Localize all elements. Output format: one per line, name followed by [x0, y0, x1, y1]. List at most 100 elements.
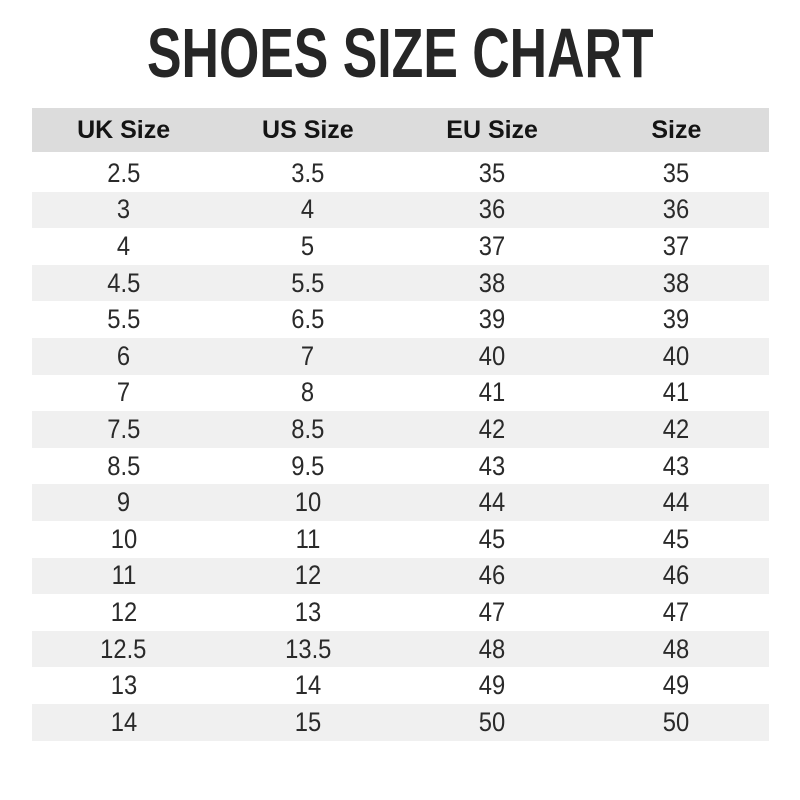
size-cell: 8: [216, 375, 400, 412]
size-cell: 43: [400, 448, 584, 485]
size-cell: 40: [584, 337, 769, 375]
size-cell: 5.5: [32, 301, 216, 338]
table-header-row: UK Size US Size EU Size Size: [31, 108, 769, 155]
size-value: 11: [111, 560, 136, 591]
size-cell: 44: [400, 484, 585, 521]
size-cell: 37: [400, 228, 584, 265]
size-value: 36: [663, 194, 690, 225]
size-cell: 5: [216, 228, 400, 265]
size-value: 38: [663, 267, 690, 298]
size-value: 48: [663, 633, 690, 664]
size-cell: 13.5: [215, 630, 400, 668]
size-value: 44: [663, 487, 690, 518]
size-cell: 45: [400, 521, 584, 558]
size-value: 10: [110, 523, 137, 554]
table-row: 9 10 44 44: [31, 484, 769, 521]
table-row: 13 14 49 49: [32, 667, 769, 704]
page-title: SHOES SIZE CHART: [146, 14, 654, 92]
table-row: 12.5 13.5 48 48: [31, 630, 769, 668]
size-value: 37: [663, 230, 690, 261]
size-cell: 8.5: [215, 411, 400, 448]
size-cell: 39: [584, 301, 768, 338]
size-value: 14: [294, 670, 322, 701]
size-cell: 48: [584, 630, 769, 668]
size-cell: 2.5: [32, 154, 216, 192]
table-row: 7 8 41 41: [32, 375, 769, 412]
size-value: 9: [117, 487, 131, 518]
table-row: 4 5 37 37: [32, 228, 769, 265]
size-value: 45: [478, 523, 506, 554]
size-value: 8: [301, 377, 315, 408]
size-cell: 36: [400, 191, 585, 229]
size-cell: 50: [584, 703, 769, 741]
size-value: 6: [117, 340, 131, 371]
table-row: 2.5 3.5 35 35: [32, 154, 769, 192]
size-value: 11: [295, 523, 321, 554]
size-cell: 47: [400, 594, 584, 631]
column-header-eu-size: EU Size: [400, 108, 585, 155]
size-value: 5: [301, 230, 315, 261]
size-cell: 4.5: [31, 264, 216, 302]
size-cell: 6: [31, 337, 216, 375]
size-cell: 10: [32, 521, 216, 558]
size-value: 46: [478, 560, 506, 591]
table-row: 7.5 8.5 42 42: [31, 411, 769, 448]
size-value: 36: [478, 194, 506, 225]
column-header-size: Size: [584, 108, 769, 155]
size-value: 50: [663, 706, 690, 737]
size-value: 41: [478, 377, 506, 408]
size-value: 7: [117, 377, 131, 408]
size-value: 5.5: [107, 304, 141, 335]
table-row: 4.5 5.5 38 38: [31, 264, 769, 302]
size-value: 13.5: [284, 633, 332, 664]
size-value: 12: [110, 596, 137, 627]
size-cell: 39: [400, 301, 584, 338]
size-cell: 44: [584, 484, 769, 521]
size-chart-table: UK Size US Size EU Size Size 2.5 3.5 35 35 3 4 36…: [31, 108, 769, 741]
size-value: 4: [301, 194, 315, 225]
table-row: 3 4 36 36: [31, 191, 769, 229]
size-cell: 43: [584, 448, 768, 485]
size-value: 2.5: [107, 157, 141, 188]
size-cell: 12: [215, 557, 400, 595]
size-cell: 7.5: [31, 411, 216, 448]
size-cell: 12: [32, 594, 216, 631]
size-value: 49: [478, 670, 506, 701]
size-cell: 46: [400, 557, 585, 595]
size-value: 41: [663, 377, 690, 408]
size-cell: 50: [400, 703, 585, 741]
size-cell: 49: [400, 667, 584, 704]
size-value: 9.5: [291, 450, 325, 481]
size-value: 3.5: [291, 157, 325, 188]
size-value: 4: [117, 230, 131, 261]
size-cell: 47: [584, 594, 768, 631]
size-cell: 41: [584, 375, 768, 412]
table-row: 11 12 46 46: [31, 557, 769, 595]
size-value: 39: [478, 304, 506, 335]
size-value: 12: [294, 560, 322, 591]
table-row: 5.5 6.5 39 39: [32, 301, 769, 338]
size-value: 7.5: [107, 413, 141, 444]
size-cell: 48: [400, 630, 585, 668]
table-row: 12 13 47 47: [32, 594, 769, 631]
size-value: 13: [294, 596, 322, 627]
size-value: 49: [663, 670, 690, 701]
size-cell: 9: [31, 484, 216, 521]
size-cell: 14: [216, 667, 400, 704]
size-value: 42: [478, 413, 506, 444]
size-value: 45: [663, 523, 690, 554]
size-cell: 4: [32, 228, 216, 265]
size-value: 6.5: [291, 304, 325, 335]
size-cell: 38: [400, 264, 585, 302]
table-row: 8.5 9.5 43 43: [32, 448, 769, 485]
size-value: 12.5: [100, 633, 147, 664]
size-value: 3: [117, 194, 131, 225]
size-cell: 41: [400, 375, 584, 412]
size-cell: 13: [32, 667, 216, 704]
size-cell: 6.5: [216, 301, 400, 338]
size-cell: 46: [584, 557, 769, 595]
size-value: 5.5: [291, 267, 325, 298]
size-value: 14: [110, 706, 137, 737]
size-cell: 37: [584, 228, 768, 265]
table-row: 6 7 40 40: [31, 337, 769, 375]
